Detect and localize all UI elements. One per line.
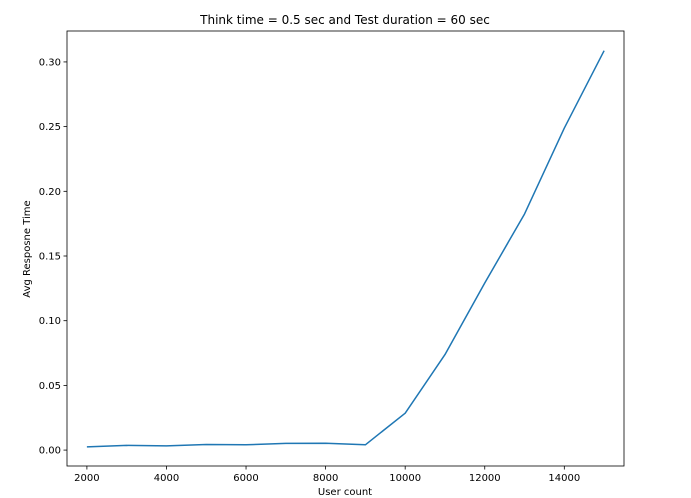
x-tick-label: 8000 bbox=[313, 473, 338, 484]
y-tick-label: 0.15 bbox=[39, 252, 61, 263]
x-axis-label: User count bbox=[318, 487, 372, 498]
y-axis-ticks: 0.00 0.05 0.10 0.15 0.20 0.25 0.30 bbox=[39, 57, 67, 457]
x-tick-label: 10000 bbox=[389, 473, 421, 484]
x-tick-label: 14000 bbox=[548, 473, 580, 484]
x-tick-label: 2000 bbox=[74, 473, 99, 484]
x-tick-label: 12000 bbox=[469, 473, 501, 484]
series-line bbox=[86, 50, 605, 448]
chart-title: Think time = 0.5 sec and Test duration =… bbox=[199, 13, 490, 27]
y-tick-label: 0.20 bbox=[39, 187, 61, 198]
y-tick-label: 0.05 bbox=[39, 381, 61, 392]
y-tick-label: 0.10 bbox=[39, 316, 61, 327]
y-axis-label: Avg Resposne Time bbox=[22, 200, 33, 297]
x-tick-label: 6000 bbox=[233, 473, 258, 484]
y-tick-label: 0.25 bbox=[39, 122, 61, 133]
plot-area bbox=[86, 50, 605, 448]
plot-frame bbox=[66, 30, 625, 467]
x-axis-ticks: 2000 4000 6000 8000 10000 12000 14000 bbox=[74, 466, 580, 484]
y-tick-label: 0.30 bbox=[39, 57, 61, 68]
x-tick-label: 4000 bbox=[154, 473, 179, 484]
y-tick-label: 0.00 bbox=[39, 446, 61, 457]
